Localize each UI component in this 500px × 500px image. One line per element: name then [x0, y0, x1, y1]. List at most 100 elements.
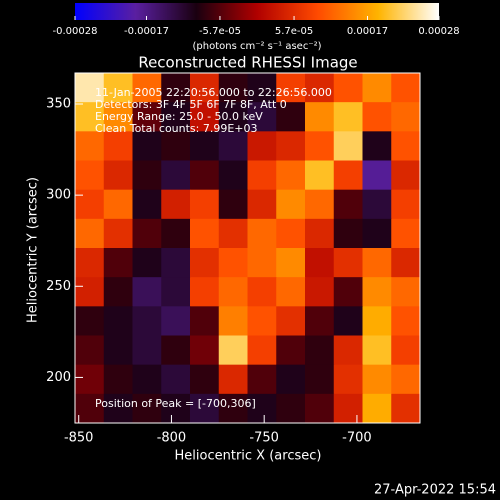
pixel — [132, 189, 162, 220]
pixel — [218, 160, 248, 191]
pixel — [161, 277, 191, 307]
pixel — [103, 73, 133, 103]
pixel — [247, 189, 277, 220]
pixel — [161, 160, 191, 191]
pixel — [218, 364, 248, 395]
pixel — [276, 364, 306, 395]
x-tick-label: -750 — [249, 431, 279, 446]
pixel — [75, 248, 105, 278]
pixel — [305, 364, 335, 395]
pixel — [132, 248, 162, 278]
pixel — [305, 102, 335, 132]
colorbar-tick-label: -0.00028 — [53, 26, 98, 37]
pixel — [362, 306, 392, 336]
pixel — [161, 218, 191, 249]
pixel — [218, 335, 248, 366]
pixel — [391, 277, 421, 307]
pixel — [276, 306, 306, 336]
pixel — [362, 248, 392, 278]
pixel — [190, 189, 220, 220]
pixel — [103, 189, 133, 220]
pixel — [276, 189, 306, 220]
pixel — [218, 306, 248, 336]
pixel — [103, 306, 133, 336]
pixel — [132, 160, 162, 191]
pixel — [305, 248, 335, 278]
pixel — [218, 131, 248, 161]
pixel — [190, 131, 220, 161]
pixel — [333, 364, 363, 395]
pixel — [132, 277, 162, 307]
pixel — [362, 131, 392, 161]
annotation: Energy Range: 25.0 - 50.0 keV — [95, 110, 263, 123]
y-axis-label: Heliocentric Y (arcsec) — [26, 177, 41, 323]
pixel — [276, 73, 306, 103]
y-tick-label: 250 — [46, 279, 71, 294]
pixel — [190, 335, 220, 366]
pixel — [333, 218, 363, 249]
pixel — [103, 102, 133, 132]
colorbar — [75, 3, 439, 20]
pixel — [391, 364, 421, 395]
pixel — [247, 364, 277, 395]
colorbar-tick-label: 5.7e-05 — [275, 26, 313, 37]
pixel — [103, 277, 133, 307]
pixel — [333, 248, 363, 278]
pixel — [75, 306, 105, 336]
pixel — [276, 277, 306, 307]
pixel — [362, 189, 392, 220]
pixel — [276, 160, 306, 191]
pixel — [218, 277, 248, 307]
pixel — [218, 248, 248, 278]
pixel — [190, 393, 220, 424]
colorbar-tick-label: 0.00028 — [418, 26, 459, 37]
pixel — [333, 335, 363, 366]
x-tick-label: -800 — [157, 431, 187, 446]
pixel — [190, 102, 220, 132]
y-tick-label: 200 — [46, 370, 71, 385]
pixel — [305, 335, 335, 366]
pixel — [276, 102, 306, 132]
pixel — [218, 393, 248, 424]
pixel — [218, 189, 248, 220]
pixel — [247, 131, 277, 161]
pixel — [333, 73, 363, 103]
pixel — [132, 73, 162, 103]
pixel — [75, 364, 105, 395]
pixel — [161, 364, 191, 395]
pixel — [305, 160, 335, 191]
colorbar-tick-label: -5.7e-05 — [199, 26, 241, 37]
pixel — [75, 160, 105, 191]
pixel — [103, 218, 133, 249]
pixel — [190, 218, 220, 249]
pixel — [75, 131, 105, 161]
pixel — [132, 218, 162, 249]
x-tick-label: -850 — [64, 431, 94, 446]
pixel — [103, 248, 133, 278]
pixel — [333, 277, 363, 307]
pixel — [276, 218, 306, 249]
pixel — [362, 218, 392, 249]
x-axis-label: Heliocentric X (arcsec) — [175, 449, 322, 464]
pixel — [190, 160, 220, 191]
pixel — [391, 218, 421, 249]
pixel — [103, 160, 133, 191]
pixel — [333, 102, 363, 132]
pixel — [305, 189, 335, 220]
pixel — [218, 218, 248, 249]
pixel — [362, 73, 392, 103]
pixel — [305, 131, 335, 161]
pixel — [362, 364, 392, 395]
pixel — [190, 306, 220, 336]
pixel — [75, 73, 105, 103]
pixel — [161, 189, 191, 220]
pixel — [218, 73, 248, 103]
pixel — [218, 102, 248, 132]
pixel — [161, 306, 191, 336]
pixel — [75, 102, 105, 132]
pixel — [103, 393, 133, 424]
pixel — [362, 277, 392, 307]
pixel — [276, 248, 306, 278]
pixel — [333, 131, 363, 161]
